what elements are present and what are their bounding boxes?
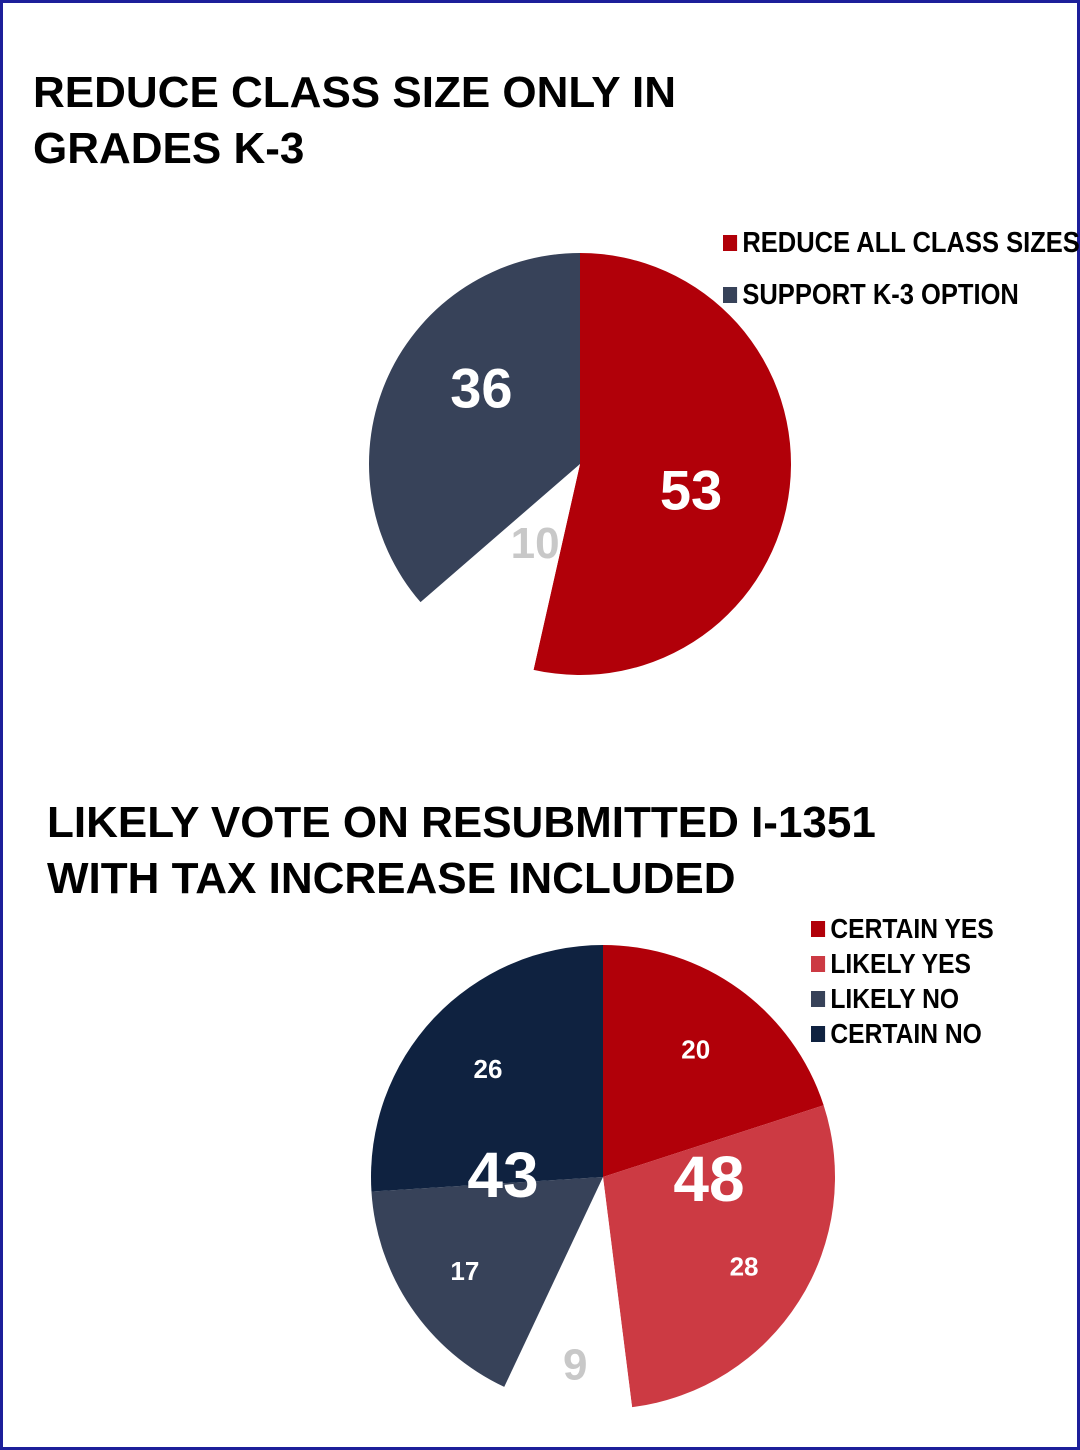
legend-item-likely-no: LIKELY NO [811, 981, 994, 1016]
legend-label: CERTAIN NO [830, 1017, 982, 1049]
chart-2-legend: CERTAIN YES LIKELY YES LIKELY NO CERTAIN… [811, 911, 1019, 1051]
chart-1-title-line: REDUCE CLASS SIZE ONLY IN [33, 68, 677, 117]
chart-2-title-line: LIKELY VOTE ON RESUBMITTED I-1351 [47, 798, 876, 847]
legend-swatch [811, 1025, 826, 1042]
pie-2-value-label: 28 [730, 1252, 759, 1282]
legend-label: CERTAIN YES [830, 912, 994, 944]
pie-2-slice-3 [371, 1177, 603, 1387]
chart-1-pie: 53 10 36 [369, 252, 791, 675]
chart-2-pie: 20 28 17 26 9 48 43 [371, 945, 836, 1409]
pie-2-slice-0 [603, 945, 824, 1177]
pie-2-value-label: 20 [681, 1034, 710, 1064]
legend-item-certain-no: CERTAIN NO [811, 1016, 994, 1051]
legend-item-reduce-all: REDUCE ALL CLASS SIZES [723, 217, 1080, 269]
legend-label: LIKELY YES [830, 947, 971, 979]
chart-1-title: REDUCE CLASS SIZE ONLY IN GRADES K-3 [33, 65, 676, 177]
legend-swatch [811, 955, 826, 972]
legend-item-likely-yes: LIKELY YES [811, 946, 994, 981]
pie-1-value-label: 53 [660, 459, 722, 522]
legend-swatch [811, 920, 826, 937]
pie-2-group-total-no: 43 [467, 1139, 538, 1211]
pie-2-slice-4 [371, 945, 603, 1192]
pie-2-value-label: 26 [474, 1054, 503, 1084]
pie-1-value-label: 10 [511, 519, 560, 568]
pie-1-slice-2 [369, 252, 580, 603]
legend-label: LIKELY NO [830, 982, 960, 1014]
pie-2-value-label: 17 [450, 1256, 479, 1286]
chart-1-title-line: GRADES K-3 [33, 124, 305, 173]
legend-item-certain-yes: CERTAIN YES [811, 911, 994, 946]
pie-2-slice-2 [504, 1177, 633, 1409]
pie-1-slice-1 [420, 464, 580, 670]
chart-1-legend: REDUCE ALL CLASS SIZES SUPPORT K-3 OPTIO… [723, 217, 1080, 321]
legend-swatch [811, 990, 826, 1007]
pie-1-value-label: 36 [450, 356, 512, 419]
pie-1-slice-0 [533, 253, 791, 675]
pie-2-group-total-yes: 48 [673, 1143, 744, 1215]
chart-2-title-line: WITH TAX INCREASE INCLUDED [47, 854, 736, 903]
chart-2-title: LIKELY VOTE ON RESUBMITTED I-1351 WITH T… [47, 795, 876, 907]
pie-2-value-label: 9 [563, 1340, 587, 1389]
pie-2-slice-1 [603, 1105, 836, 1408]
legend-label: SUPPORT K-3 OPTION [742, 278, 1019, 311]
legend-swatch [723, 287, 738, 303]
legend-label: REDUCE ALL CLASS SIZES [742, 226, 1080, 259]
legend-swatch [723, 235, 738, 251]
legend-item-support-k3: SUPPORT K-3 OPTION [723, 269, 1080, 321]
